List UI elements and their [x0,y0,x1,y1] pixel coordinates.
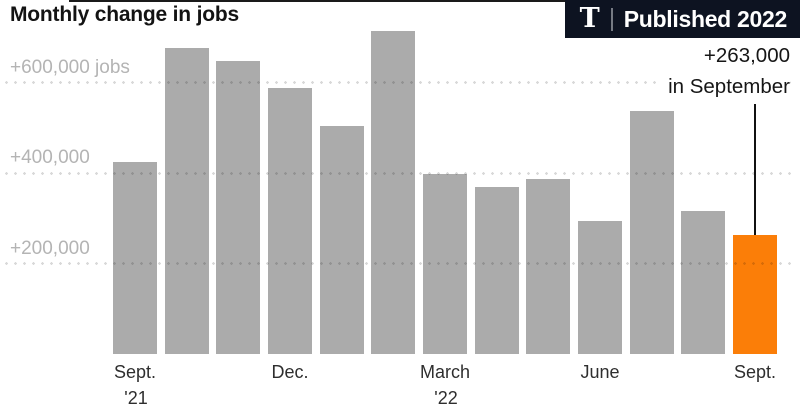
y-axis-label: +200,000 [10,237,90,259]
x-axis-label: June [580,362,620,382]
bar [526,179,571,354]
publisher-badge: T Published 2022 [564,0,800,38]
y-axis-label: +600,000 jobs [10,56,130,78]
badge-label: Published 2022 [623,6,788,32]
bar [268,87,312,354]
bar [319,125,364,354]
nyt-t-logo-icon: T [579,2,600,34]
bar [629,111,674,354]
bar [164,47,209,354]
bar [113,162,157,354]
gridline [2,262,796,265]
bar-highlighted [733,234,777,354]
annotation-month: in September [668,75,790,98]
x-axis-label: Dec. [271,362,309,382]
x-axis-label-year: '21 [124,388,148,408]
bar [216,61,261,354]
badge-separator [610,7,613,31]
gridline [2,171,796,175]
highlight-annotation: +263,000 in September [660,40,790,102]
x-axis-label: Sept. [113,362,157,382]
x-axis-line [69,0,800,2]
bar [474,187,519,354]
gridline [2,81,796,84]
bar [681,211,726,354]
bar [578,221,622,354]
x-axis-label: Sept. [733,362,777,382]
annotation-value: +263,000 [703,44,790,67]
bar [423,173,467,354]
bar [371,30,416,354]
x-axis-label: March [419,362,471,382]
y-axis-label: +400,000 [10,147,90,168]
x-axis-label-year: '22 [434,388,458,408]
chart-title: Monthly change in jobs [10,3,239,26]
annotation-leader-line [754,104,756,235]
